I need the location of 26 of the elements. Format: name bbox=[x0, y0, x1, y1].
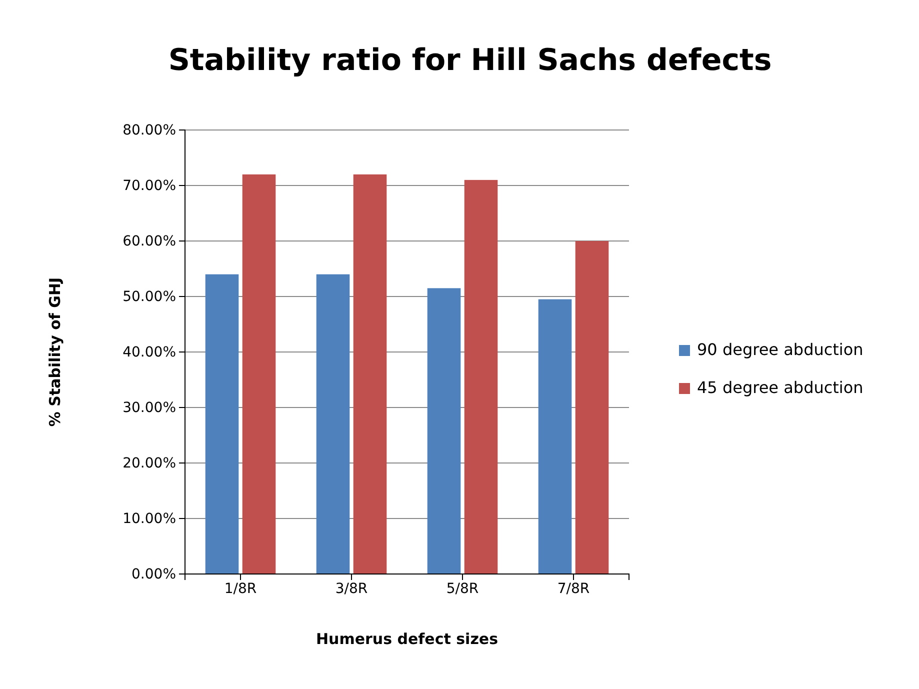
bar bbox=[464, 180, 498, 574]
y-tick-label: 20.00% bbox=[122, 455, 176, 472]
bar bbox=[242, 174, 276, 574]
y-axis-title: % Stability of GHJ bbox=[46, 277, 64, 427]
bar bbox=[316, 274, 350, 574]
legend-label: 45 degree abduction bbox=[697, 378, 864, 397]
y-tick-label: 80.00% bbox=[122, 122, 176, 138]
bar bbox=[205, 274, 239, 574]
bar bbox=[353, 174, 387, 574]
legend-label: 90 degree abduction bbox=[697, 340, 864, 359]
x-tick-label: 1/8R bbox=[224, 580, 257, 597]
y-tick-label: 70.00% bbox=[122, 178, 176, 194]
bar bbox=[538, 299, 572, 574]
chart-title: Stability ratio for Hill Sachs defects bbox=[168, 43, 772, 78]
y-tick-label: 50.00% bbox=[122, 288, 176, 305]
y-tick-label: 30.00% bbox=[122, 400, 176, 416]
y-tick-label: 0.00% bbox=[132, 566, 176, 582]
x-tick-label: 5/8R bbox=[446, 580, 479, 597]
x-axis-title: Humerus defect sizes bbox=[316, 630, 498, 648]
y-tick-label: 40.00% bbox=[122, 344, 176, 360]
bar bbox=[427, 288, 461, 574]
y-tick-label: 10.00% bbox=[122, 510, 176, 527]
x-tick-label: 3/8R bbox=[335, 580, 368, 597]
x-tick-label: 7/8R bbox=[557, 580, 590, 597]
y-tick-label: 60.00% bbox=[122, 233, 176, 250]
bar bbox=[575, 241, 609, 574]
